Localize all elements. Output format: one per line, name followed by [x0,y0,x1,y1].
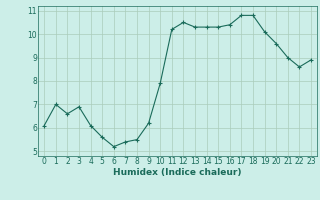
X-axis label: Humidex (Indice chaleur): Humidex (Indice chaleur) [113,168,242,177]
